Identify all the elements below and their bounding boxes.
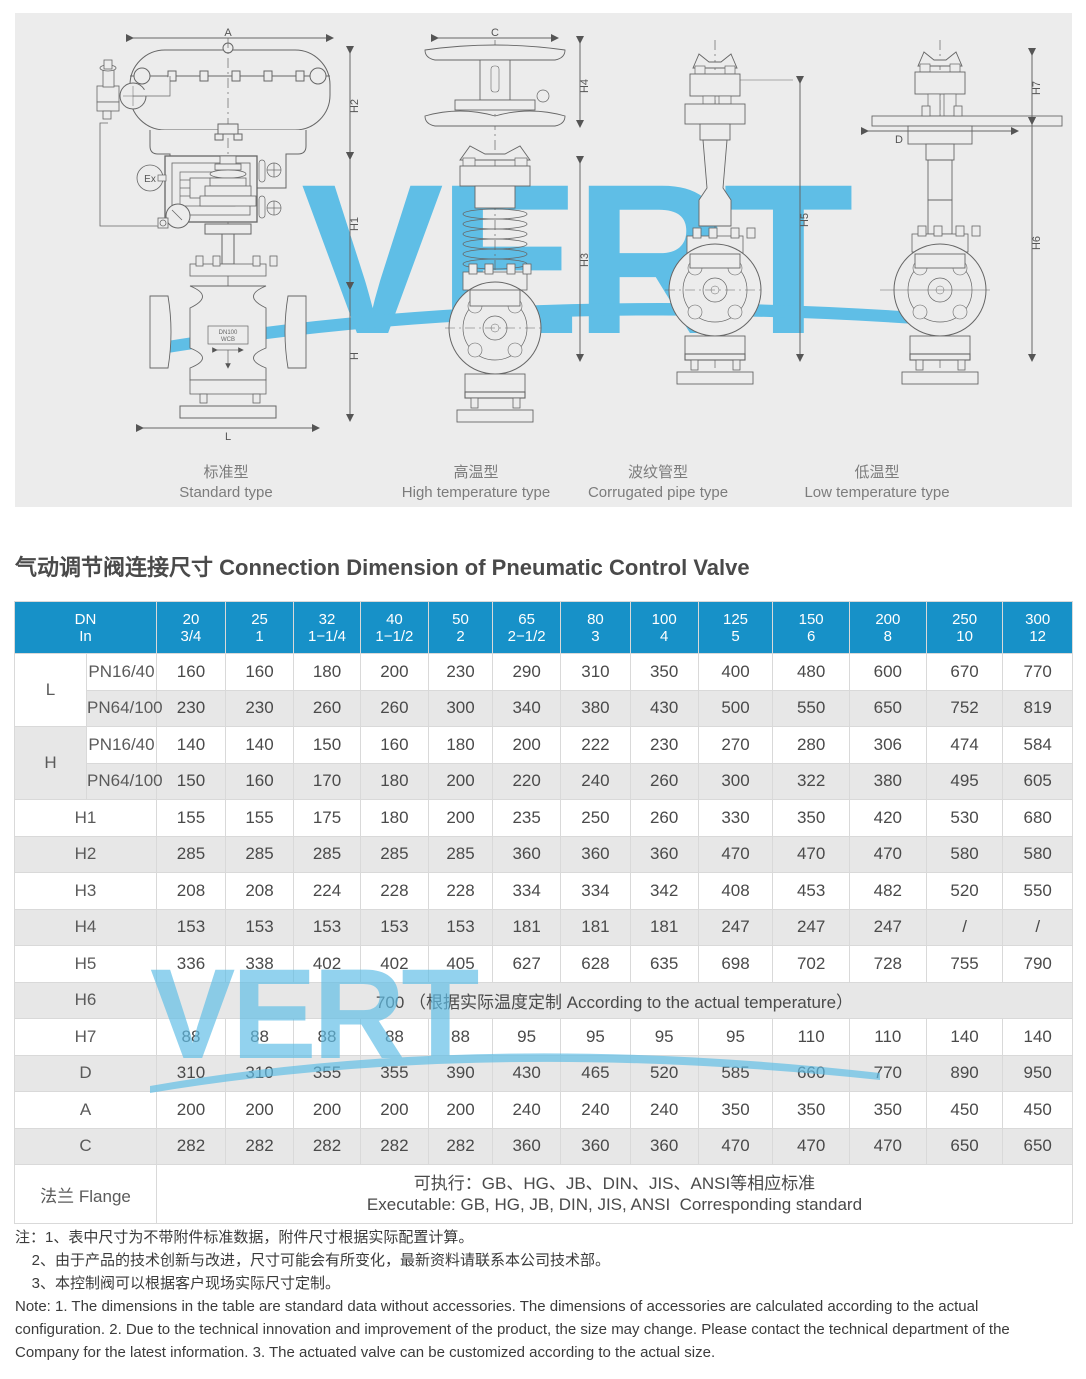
- svg-text:VERT: VERT: [301, 140, 852, 379]
- svg-text:H7: H7: [1031, 81, 1043, 95]
- svg-text:D: D: [895, 134, 903, 146]
- svg-text:DN100: DN100: [219, 330, 238, 336]
- svg-text:C: C: [491, 27, 499, 39]
- svg-text:WCB: WCB: [221, 337, 235, 343]
- svg-text:L: L: [225, 431, 231, 443]
- svg-text:A: A: [224, 27, 232, 39]
- svg-text:H4: H4: [579, 79, 591, 93]
- svg-text:H5: H5: [799, 213, 811, 227]
- svg-text:H1: H1: [349, 217, 361, 231]
- svg-text:H3: H3: [579, 253, 591, 267]
- svg-text:H6: H6: [1031, 236, 1043, 250]
- svg-text:H: H: [349, 352, 361, 360]
- svg-text:H2: H2: [349, 99, 361, 113]
- svg-text:Ex: Ex: [144, 174, 156, 185]
